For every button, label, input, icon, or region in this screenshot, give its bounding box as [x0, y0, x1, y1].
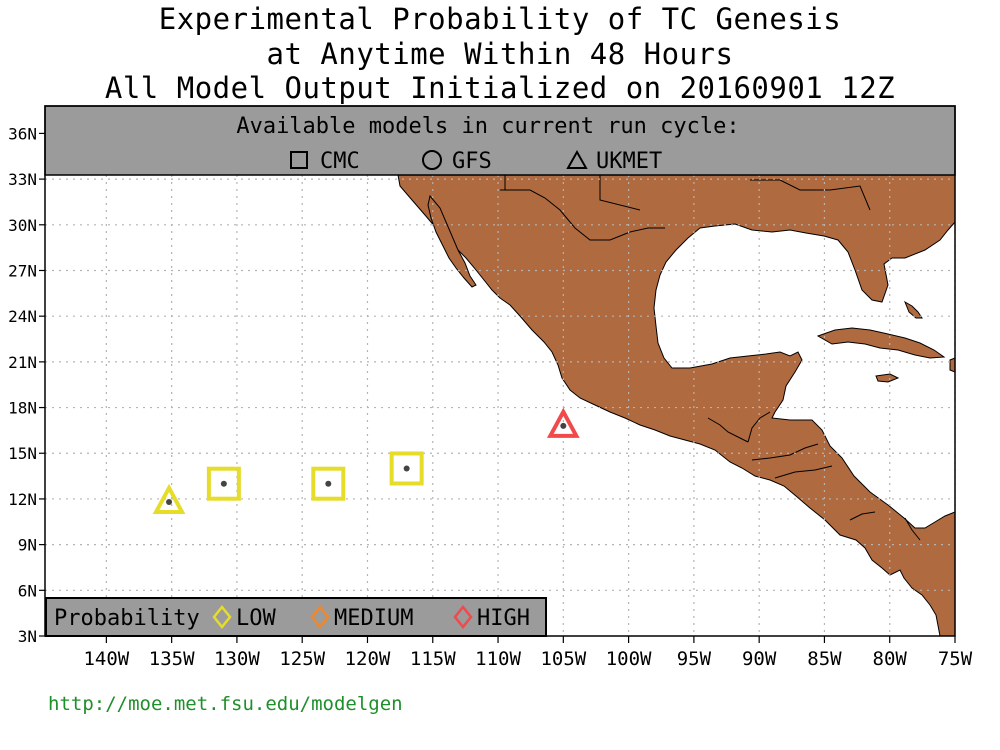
lat-label: 24N [8, 307, 37, 326]
costa-rica-border [849, 511, 876, 521]
ukmet-marker [152, 483, 186, 514]
genesis-point [220, 480, 227, 487]
lon-label: 75W [938, 648, 973, 670]
high-diamond-icon [453, 604, 473, 630]
lat-label: 27N [8, 261, 37, 280]
lon-label: 115W [410, 648, 456, 670]
genesis-point [560, 422, 567, 429]
model-name-gfs: GFS [452, 149, 492, 174]
lon-label: 100W [606, 648, 652, 670]
lat-label: 6N [18, 581, 37, 600]
lat-label: 18N [8, 399, 37, 418]
lat-label: 21N [8, 353, 37, 372]
land-masses [397, 174, 956, 637]
probability-legend: Probability LOW MEDIUM HIGH [45, 597, 547, 637]
baja-california [427, 194, 477, 288]
lat-label: 15N [8, 444, 37, 463]
model-name-ukmet: UKMET [596, 149, 662, 174]
model-legend-panel: Available models in current run cycle: C… [44, 105, 956, 176]
state-line-2 [599, 175, 641, 211]
probability-legend-background [45, 597, 547, 637]
lon-label: 120W [345, 648, 391, 670]
cmc-marker [206, 466, 241, 501]
axis-ticks [39, 132, 956, 643]
map-title-line-2: at Anytime Within 48 Hours [266, 37, 734, 71]
map-border [44, 105, 956, 637]
lat-label: 9N [18, 536, 37, 555]
guatemala-belize-border [747, 411, 771, 443]
model-name-cmc: CMC [320, 149, 360, 174]
cmc-marker [311, 466, 346, 501]
medium-diamond-icon [310, 604, 330, 630]
lon-label: 140W [83, 648, 129, 670]
mexico-guatemala-border [707, 417, 749, 443]
lon-label: 110W [475, 648, 521, 670]
cmc-marker [389, 451, 424, 486]
cuba-island [816, 327, 946, 359]
lat-label: 3N [18, 627, 37, 646]
probability-level-high: HIGH [477, 606, 530, 631]
nicaragua-border [774, 465, 833, 479]
square-icon [290, 151, 308, 169]
state-line-3 [750, 179, 871, 211]
lon-label: 95W [677, 648, 712, 670]
lon-label: 135W [149, 648, 195, 670]
lon-label: 125W [279, 648, 325, 670]
triangle-icon [566, 149, 588, 169]
lat-label: 36N [8, 124, 37, 143]
probability-level-medium: MEDIUM [334, 606, 413, 631]
genesis-point [325, 480, 332, 487]
source-url[interactable]: http://moe.met.fsu.edu/modelgen [48, 693, 403, 715]
us-mexico-border [500, 189, 665, 241]
latitude-labels: 36N 33N 30N 27N 24N 21N 18N 15N 12N 9N 6N 3N [8, 124, 37, 646]
circle-icon [422, 150, 442, 170]
lon-label: 105W [540, 648, 586, 670]
genesis-markers [152, 407, 580, 514]
jamaica-island [875, 373, 900, 383]
genesis-point [166, 498, 173, 505]
low-diamond-icon [212, 604, 232, 630]
model-legend-heading: Available models in current run cycle: [236, 114, 739, 139]
lat-label: 33N [8, 170, 37, 189]
probability-legend-label: Probability [54, 606, 200, 631]
map-title-line-3: All Model Output Initialized on 20160901… [104, 71, 896, 105]
lon-label: 85W [807, 648, 842, 670]
map-title-line-1: Experimental Probability of TC Genesis [158, 2, 842, 36]
ukmet-marker [546, 407, 580, 438]
lat-lon-grid [45, 175, 956, 636]
longitude-labels: 140W 135W 130W 125W 120W 115W 110W 105W 100W 95W 9… [83, 648, 972, 670]
probability-level-low: LOW [236, 606, 276, 631]
country-borders [500, 175, 921, 541]
florida-keys [904, 300, 923, 319]
panama-colombia-border [904, 517, 921, 541]
genesis-point [403, 465, 410, 472]
lat-label: 30N [8, 216, 37, 235]
lon-label: 90W [742, 648, 777, 670]
lon-label: 130W [214, 648, 260, 670]
north-america-land [397, 174, 956, 637]
lon-label: 80W [873, 648, 908, 670]
honduras-border [751, 443, 819, 461]
lat-label: 12N [8, 490, 37, 509]
